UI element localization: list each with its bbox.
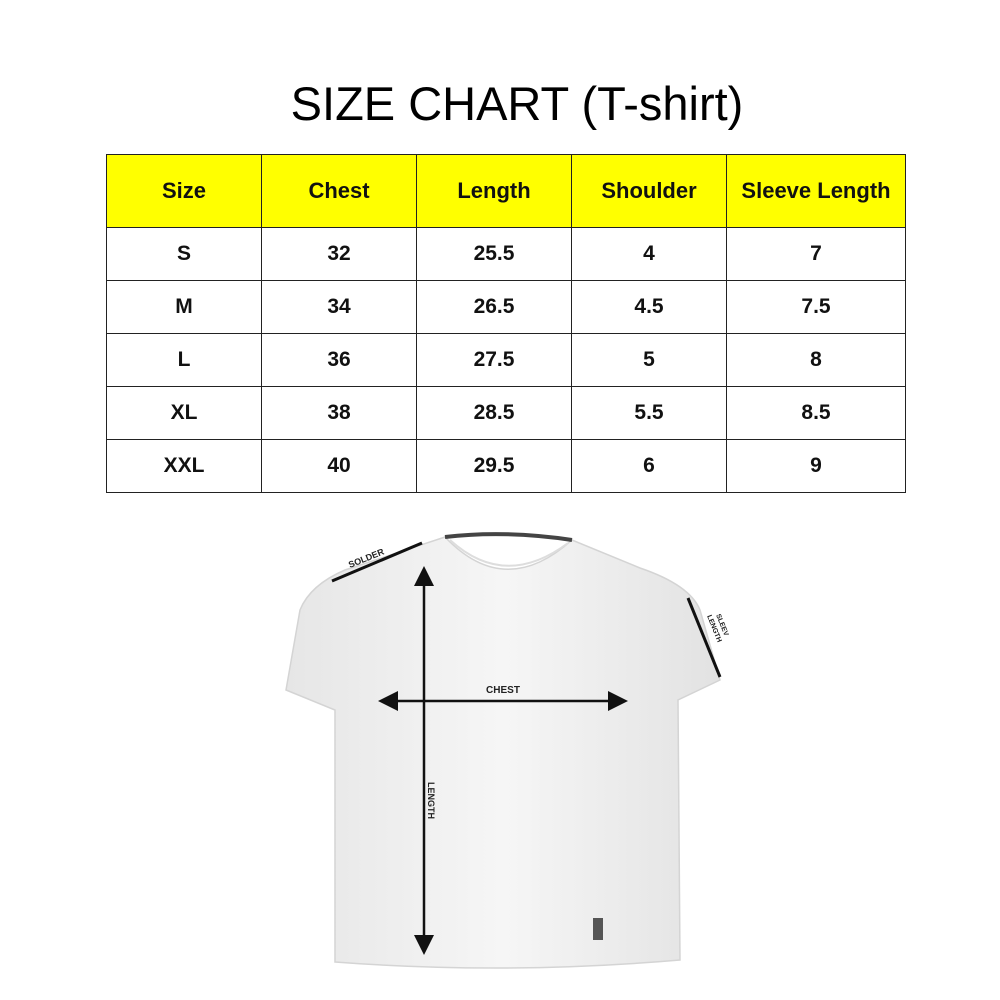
table-cell: XL [106,386,262,440]
table-cell: 40 [261,439,417,493]
table-cell: 4 [571,227,727,281]
tag-icon [593,918,603,940]
table-cell: 5.5 [571,386,727,440]
table-cell: 36 [261,333,417,387]
table-header-row: Size Chest Length Shoulder Sleeve Length [106,154,906,228]
table-cell: S [106,227,262,281]
table-cell: 25.5 [416,227,572,281]
table-row: S 32 25.5 4 7 [106,227,906,281]
chest-label: CHEST [486,685,520,696]
table-row: XL 38 28.5 5.5 8.5 [106,386,906,440]
header-size: Size [106,154,262,228]
table-row: L 36 27.5 5 8 [106,333,906,387]
table-cell: 28.5 [416,386,572,440]
header-length: Length [416,154,572,228]
header-chest: Chest [261,154,417,228]
table-cell: 29.5 [416,439,572,493]
table-row: XXL 40 29.5 6 9 [106,439,906,493]
table-cell: M [106,280,262,334]
header-sleeve-length: Sleeve Length [726,154,906,228]
table-cell: XXL [106,439,262,493]
table-cell: 5 [571,333,727,387]
collar [444,532,573,542]
page-title: SIZE CHART (T-shirt) [290,77,744,130]
table-cell: 8 [726,333,906,387]
table-cell: L [106,333,262,387]
table-cell: 27.5 [416,333,572,387]
table-cell: 8.5 [726,386,906,440]
table-cell: 7.5 [726,280,906,334]
size-table: Size Chest Length Shoulder Sleeve Length… [106,154,906,493]
table-cell: 9 [726,439,906,493]
sleeve-line [686,597,722,678]
length-label: LENGTH [426,782,436,819]
shoulder-line [331,541,423,583]
table-cell: 6 [571,439,727,493]
table-cell: 7 [726,227,906,281]
tshirt-shape [285,536,721,969]
table-cell: 4.5 [571,280,727,334]
